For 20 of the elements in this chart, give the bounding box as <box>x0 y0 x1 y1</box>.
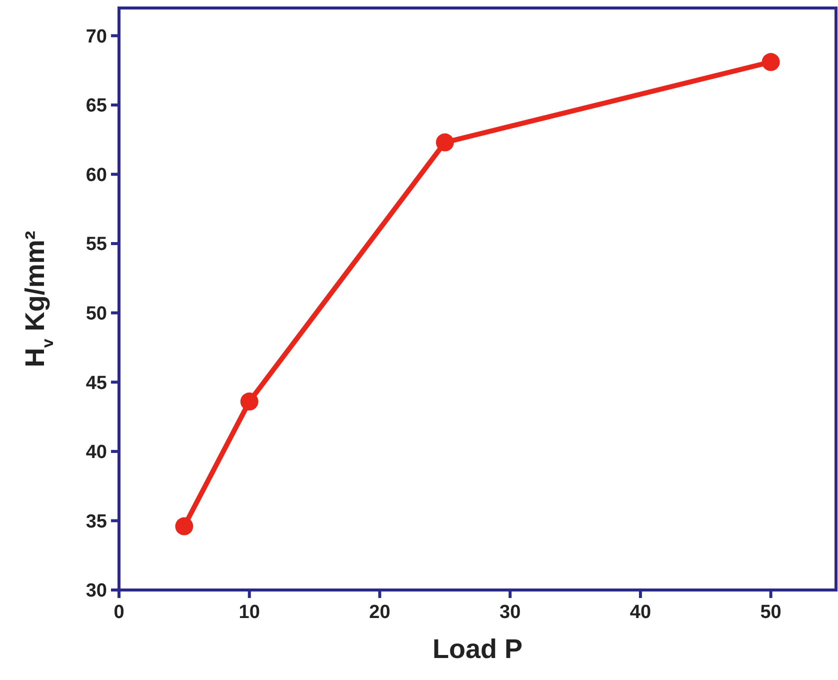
point <box>762 53 780 72</box>
point <box>240 392 258 411</box>
x-axis-title: Load P <box>432 634 523 664</box>
y-tick-label: 60 <box>86 164 107 186</box>
y-tick-label: 50 <box>86 304 107 325</box>
y-tick-label: 45 <box>86 372 108 394</box>
x-tick-label: 0 <box>114 602 124 623</box>
point <box>436 133 454 152</box>
x-tick-label: 30 <box>500 602 521 623</box>
y-tick-label: 70 <box>86 26 107 48</box>
point <box>175 517 194 536</box>
x-tick-label: 20 <box>369 602 390 623</box>
y-tick-label: 55 <box>86 234 108 256</box>
x-tick-label: 50 <box>760 602 782 623</box>
x-tick-label: 40 <box>630 602 652 623</box>
y-tick-label: 35 <box>86 511 108 532</box>
y-tick-label: 30 <box>86 580 107 602</box>
y-tick-label: 65 <box>86 96 108 117</box>
x-tick-label: 10 <box>238 602 260 623</box>
y-tick-label: 40 <box>86 442 107 464</box>
